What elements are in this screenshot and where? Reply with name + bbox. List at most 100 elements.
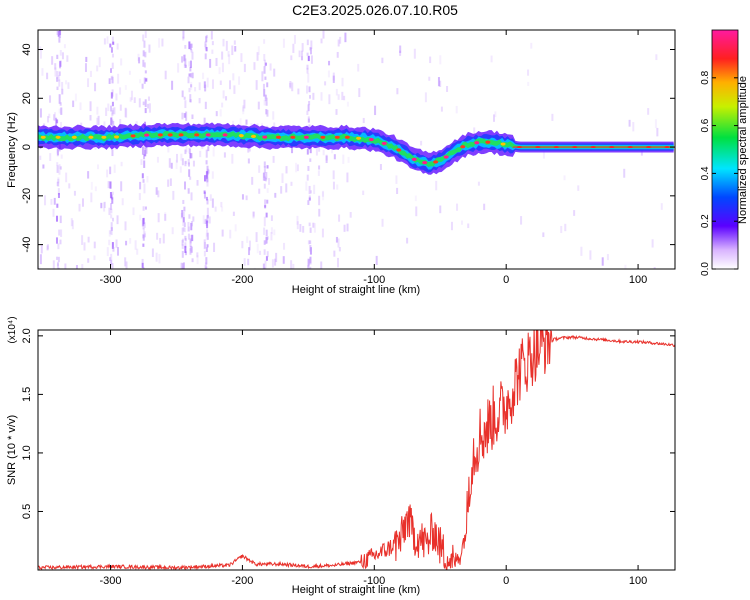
noise-speckle — [313, 223, 316, 233]
streak-speckle — [266, 109, 269, 117]
noise-speckle — [225, 40, 228, 51]
noise-speckle — [211, 198, 214, 208]
noise-speckle — [305, 181, 308, 191]
noise-speckle — [203, 241, 206, 249]
streak-speckle — [203, 190, 206, 194]
spectrogram-x-tick-label: -300 — [100, 274, 122, 286]
noise-speckle — [494, 111, 497, 118]
streak-speckle — [306, 174, 309, 181]
noise-speckle — [456, 203, 459, 211]
streak-speckle — [111, 149, 114, 157]
noise-speckle — [111, 263, 114, 269]
noise-speckle — [601, 257, 604, 266]
streak-speckle — [266, 199, 269, 204]
noise-speckle — [61, 81, 64, 90]
noise-speckle — [337, 238, 340, 248]
streak-speckle — [143, 40, 146, 48]
noise-speckle — [116, 247, 119, 256]
streak-speckle — [307, 118, 310, 123]
ridge-hotspot — [627, 146, 634, 149]
noise-speckle — [139, 79, 142, 84]
streak-speckle — [142, 243, 145, 247]
streak-speckle — [109, 257, 112, 261]
streak-speckle — [205, 160, 208, 165]
noise-speckle — [65, 80, 68, 85]
colorbar-tick-label: 0.8 — [700, 70, 711, 84]
streak-speckle — [181, 250, 184, 258]
noise-speckle — [187, 76, 190, 84]
noise-speckle — [606, 254, 609, 261]
streak-speckle — [141, 262, 144, 268]
streak-speckle — [109, 230, 112, 235]
noise-speckle — [161, 38, 164, 47]
streak-speckle — [204, 175, 207, 182]
spectrogram-frame — [37, 29, 676, 270]
streak-speckle — [190, 43, 193, 48]
streak-speckle — [110, 203, 113, 210]
noise-speckle — [39, 46, 42, 51]
noise-speckle — [563, 175, 566, 181]
ridge-hotspot — [205, 133, 211, 137]
streak-speckle — [56, 263, 59, 269]
noise-speckle — [653, 267, 656, 269]
streak-speckle — [190, 220, 193, 227]
streak-speckle — [306, 52, 309, 56]
noise-speckle — [320, 92, 323, 101]
noise-speckle — [97, 115, 100, 125]
noise-speckle — [184, 242, 187, 248]
noise-speckle — [656, 127, 659, 137]
streak-speckle — [265, 236, 268, 244]
streak-speckle — [308, 195, 311, 201]
streak-speckle — [263, 66, 266, 74]
noise-speckle — [273, 68, 276, 77]
streak-speckle — [111, 76, 114, 84]
streak-speckle — [143, 77, 146, 84]
noise-speckle — [168, 158, 171, 168]
ridge-hotspot — [485, 140, 491, 144]
noise-speckle — [94, 82, 97, 92]
noise-speckle — [333, 154, 336, 160]
streak-speckle — [262, 83, 265, 90]
streak-speckle — [57, 267, 60, 269]
streak-speckle — [142, 217, 145, 225]
streak-speckle — [262, 263, 265, 269]
streak-speckle — [144, 99, 147, 108]
streak-speckle — [263, 249, 266, 255]
streak-speckle — [111, 197, 114, 204]
noise-speckle — [143, 183, 146, 194]
streak-speckle — [264, 62, 267, 66]
noise-speckle — [204, 262, 207, 269]
noise-speckle — [53, 114, 56, 121]
noise-speckle — [467, 223, 470, 229]
noise-speckle — [325, 155, 328, 164]
noise-speckle — [437, 77, 440, 87]
streak-speckle — [265, 171, 268, 180]
streak-speckle — [189, 94, 192, 103]
streak-speckle — [308, 222, 311, 227]
noise-speckle — [70, 218, 73, 227]
streak-speckle — [141, 173, 144, 179]
noise-speckle — [39, 155, 42, 160]
streak-speckle — [59, 60, 62, 67]
noise-speckle — [81, 198, 84, 207]
noise-speckle — [341, 91, 344, 101]
spectrogram-y-tick-label: -20 — [21, 188, 33, 204]
streak-speckle — [143, 233, 146, 238]
noise-speckle — [349, 211, 352, 218]
noise-speckle — [196, 180, 199, 186]
spectrogram-y-ticks: -40 -20 0 20 40 — [21, 43, 675, 253]
noise-speckle — [414, 195, 417, 202]
noise-speckle — [206, 77, 209, 88]
streak-speckle — [308, 100, 311, 106]
noise-speckle — [180, 212, 183, 220]
noise-speckle — [73, 190, 76, 196]
noise-speckle — [177, 63, 180, 73]
noise-speckle — [358, 88, 361, 98]
noise-speckle — [222, 38, 225, 47]
noise-speckle — [357, 63, 360, 72]
noise-speckle — [331, 148, 334, 154]
noise-speckle — [171, 227, 174, 235]
ridge-hotspot — [516, 146, 523, 149]
noise-speckle — [396, 187, 399, 194]
